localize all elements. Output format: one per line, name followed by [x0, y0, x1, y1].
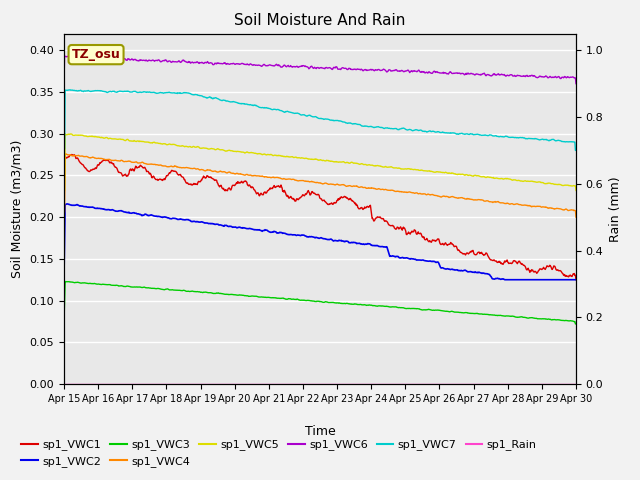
Legend: sp1_VWC1, sp1_VWC2, sp1_VWC3, sp1_VWC4, sp1_VWC5, sp1_VWC6, sp1_VWC7, sp1_Rain: sp1_VWC1, sp1_VWC2, sp1_VWC3, sp1_VWC4, … — [17, 435, 541, 471]
Title: Soil Moisture And Rain: Soil Moisture And Rain — [234, 13, 406, 28]
Y-axis label: Soil Moisture (m3/m3): Soil Moisture (m3/m3) — [11, 140, 24, 278]
X-axis label: Time: Time — [305, 424, 335, 438]
Y-axis label: Rain (mm): Rain (mm) — [609, 176, 622, 241]
Text: TZ_osu: TZ_osu — [72, 48, 120, 61]
